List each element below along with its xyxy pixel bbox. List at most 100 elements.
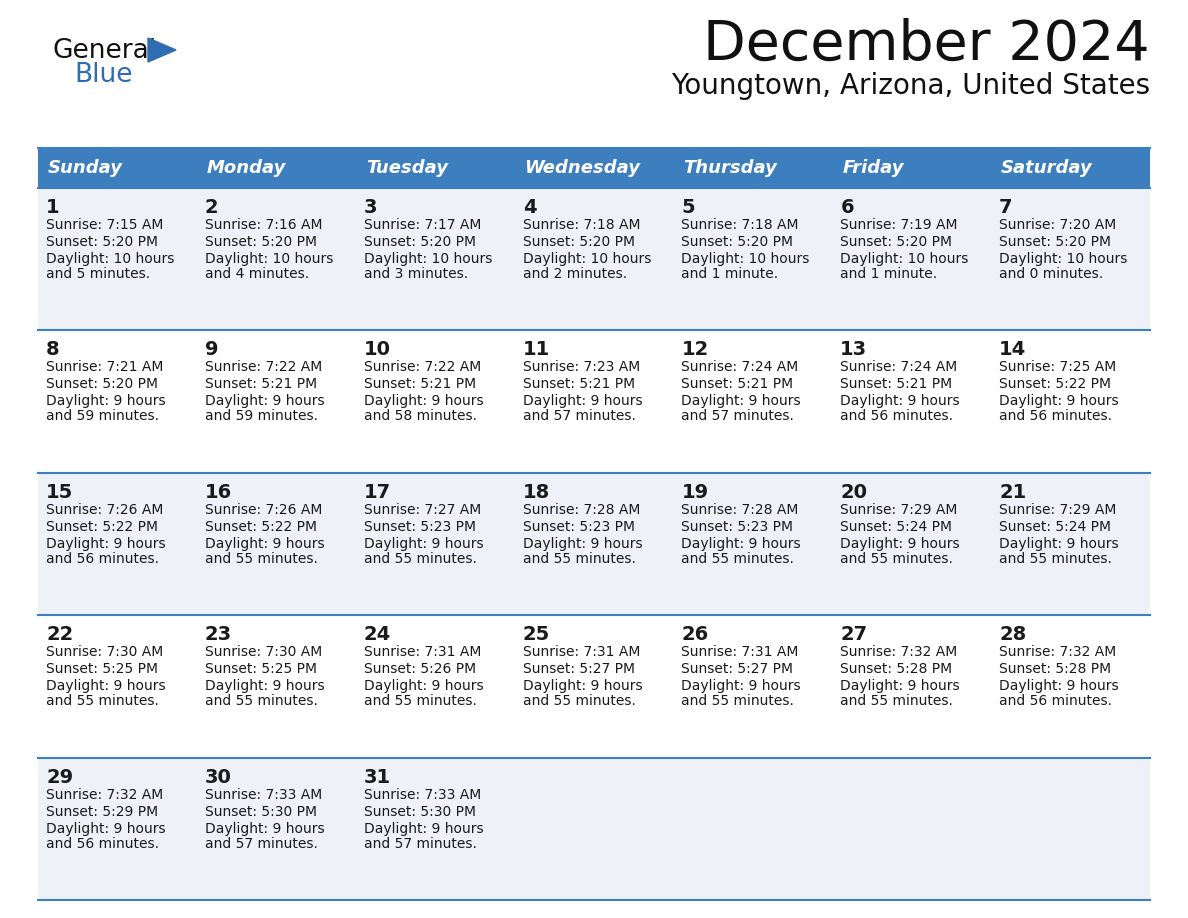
Text: Sunrise: 7:32 AM: Sunrise: 7:32 AM — [46, 788, 163, 801]
Bar — [38, 473, 1150, 615]
Text: and 56 minutes.: and 56 minutes. — [840, 409, 953, 423]
Text: Sunrise: 7:26 AM: Sunrise: 7:26 AM — [204, 503, 322, 517]
Text: Blue: Blue — [74, 62, 133, 88]
Text: and 4 minutes.: and 4 minutes. — [204, 267, 309, 281]
Text: Daylight: 9 hours: Daylight: 9 hours — [204, 537, 324, 551]
Text: Sunrise: 7:21 AM: Sunrise: 7:21 AM — [46, 361, 164, 375]
Text: Sunset: 5:23 PM: Sunset: 5:23 PM — [682, 520, 794, 533]
Text: and 58 minutes.: and 58 minutes. — [364, 409, 476, 423]
Text: Sunrise: 7:28 AM: Sunrise: 7:28 AM — [682, 503, 798, 517]
Text: Daylight: 9 hours: Daylight: 9 hours — [204, 822, 324, 835]
Text: and 0 minutes.: and 0 minutes. — [999, 267, 1104, 281]
Text: Sunset: 5:23 PM: Sunset: 5:23 PM — [523, 520, 634, 533]
Text: Monday: Monday — [207, 159, 286, 177]
Polygon shape — [148, 38, 176, 62]
Text: Sunrise: 7:29 AM: Sunrise: 7:29 AM — [999, 503, 1117, 517]
Text: Friday: Friday — [842, 159, 904, 177]
Text: Daylight: 9 hours: Daylight: 9 hours — [682, 679, 801, 693]
Text: and 57 minutes.: and 57 minutes. — [364, 836, 476, 851]
Bar — [38, 188, 1150, 330]
Text: and 56 minutes.: and 56 minutes. — [46, 552, 159, 565]
Text: 6: 6 — [840, 198, 854, 217]
Text: Sunset: 5:20 PM: Sunset: 5:20 PM — [523, 235, 634, 249]
Text: Sunrise: 7:18 AM: Sunrise: 7:18 AM — [523, 218, 640, 232]
Text: Daylight: 9 hours: Daylight: 9 hours — [46, 537, 165, 551]
Text: Sunrise: 7:31 AM: Sunrise: 7:31 AM — [682, 645, 798, 659]
Text: and 55 minutes.: and 55 minutes. — [840, 552, 953, 565]
Text: and 59 minutes.: and 59 minutes. — [46, 409, 159, 423]
Text: Sunset: 5:27 PM: Sunset: 5:27 PM — [523, 662, 634, 677]
Text: Daylight: 9 hours: Daylight: 9 hours — [999, 537, 1119, 551]
Text: Daylight: 10 hours: Daylight: 10 hours — [46, 252, 175, 266]
Text: Sunrise: 7:23 AM: Sunrise: 7:23 AM — [523, 361, 640, 375]
Text: 31: 31 — [364, 767, 391, 787]
Text: and 55 minutes.: and 55 minutes. — [204, 694, 317, 708]
Text: 23: 23 — [204, 625, 232, 644]
Text: Daylight: 10 hours: Daylight: 10 hours — [523, 252, 651, 266]
Text: Sunrise: 7:25 AM: Sunrise: 7:25 AM — [999, 361, 1117, 375]
Text: Daylight: 9 hours: Daylight: 9 hours — [999, 679, 1119, 693]
Text: 14: 14 — [999, 341, 1026, 360]
Text: Daylight: 9 hours: Daylight: 9 hours — [523, 537, 643, 551]
Text: and 57 minutes.: and 57 minutes. — [682, 409, 795, 423]
Text: Sunset: 5:25 PM: Sunset: 5:25 PM — [46, 662, 158, 677]
Text: and 55 minutes.: and 55 minutes. — [523, 694, 636, 708]
Text: Sunset: 5:28 PM: Sunset: 5:28 PM — [840, 662, 953, 677]
Text: Daylight: 9 hours: Daylight: 9 hours — [46, 395, 165, 409]
Bar — [38, 330, 1150, 473]
Text: 20: 20 — [840, 483, 867, 502]
Text: 17: 17 — [364, 483, 391, 502]
Text: Sunrise: 7:31 AM: Sunrise: 7:31 AM — [523, 645, 640, 659]
Text: Sunrise: 7:31 AM: Sunrise: 7:31 AM — [364, 645, 481, 659]
Text: Sunset: 5:24 PM: Sunset: 5:24 PM — [999, 520, 1111, 533]
Text: Youngtown, Arizona, United States: Youngtown, Arizona, United States — [671, 72, 1150, 100]
Text: and 59 minutes.: and 59 minutes. — [204, 409, 318, 423]
Text: Daylight: 10 hours: Daylight: 10 hours — [840, 252, 968, 266]
Text: Sunset: 5:22 PM: Sunset: 5:22 PM — [46, 520, 158, 533]
Text: 8: 8 — [46, 341, 59, 360]
Text: Daylight: 9 hours: Daylight: 9 hours — [364, 822, 484, 835]
Text: Sunset: 5:26 PM: Sunset: 5:26 PM — [364, 662, 476, 677]
Text: 9: 9 — [204, 341, 219, 360]
Text: and 55 minutes.: and 55 minutes. — [204, 552, 317, 565]
Text: Daylight: 9 hours: Daylight: 9 hours — [682, 537, 801, 551]
Text: and 1 minute.: and 1 minute. — [682, 267, 778, 281]
Text: Sunset: 5:27 PM: Sunset: 5:27 PM — [682, 662, 794, 677]
Text: Sunrise: 7:32 AM: Sunrise: 7:32 AM — [840, 645, 958, 659]
Text: Sunrise: 7:24 AM: Sunrise: 7:24 AM — [682, 361, 798, 375]
Text: Sunrise: 7:30 AM: Sunrise: 7:30 AM — [204, 645, 322, 659]
Text: Sunrise: 7:33 AM: Sunrise: 7:33 AM — [364, 788, 481, 801]
Text: 25: 25 — [523, 625, 550, 644]
Text: Sunrise: 7:17 AM: Sunrise: 7:17 AM — [364, 218, 481, 232]
Text: Sunrise: 7:28 AM: Sunrise: 7:28 AM — [523, 503, 640, 517]
Text: Sunset: 5:21 PM: Sunset: 5:21 PM — [523, 377, 634, 391]
Text: Sunset: 5:28 PM: Sunset: 5:28 PM — [999, 662, 1111, 677]
Text: Daylight: 9 hours: Daylight: 9 hours — [999, 395, 1119, 409]
Text: Sunrise: 7:15 AM: Sunrise: 7:15 AM — [46, 218, 164, 232]
Text: Sunday: Sunday — [48, 159, 124, 177]
Text: 12: 12 — [682, 341, 709, 360]
Text: 10: 10 — [364, 341, 391, 360]
Text: 18: 18 — [523, 483, 550, 502]
Text: Sunrise: 7:29 AM: Sunrise: 7:29 AM — [840, 503, 958, 517]
Text: Daylight: 10 hours: Daylight: 10 hours — [364, 252, 492, 266]
Bar — [38, 148, 1150, 188]
Text: 15: 15 — [46, 483, 74, 502]
Text: and 56 minutes.: and 56 minutes. — [46, 836, 159, 851]
Text: and 5 minutes.: and 5 minutes. — [46, 267, 150, 281]
Text: Sunset: 5:29 PM: Sunset: 5:29 PM — [46, 804, 158, 819]
Text: Sunset: 5:22 PM: Sunset: 5:22 PM — [999, 377, 1111, 391]
Text: 7: 7 — [999, 198, 1012, 217]
Text: Wednesday: Wednesday — [525, 159, 640, 177]
Text: Tuesday: Tuesday — [366, 159, 448, 177]
Text: Sunrise: 7:32 AM: Sunrise: 7:32 AM — [999, 645, 1117, 659]
Text: Sunset: 5:25 PM: Sunset: 5:25 PM — [204, 662, 317, 677]
Text: 4: 4 — [523, 198, 536, 217]
Text: Sunrise: 7:22 AM: Sunrise: 7:22 AM — [204, 361, 322, 375]
Bar — [38, 757, 1150, 900]
Text: 28: 28 — [999, 625, 1026, 644]
Text: Daylight: 9 hours: Daylight: 9 hours — [840, 679, 960, 693]
Text: 2: 2 — [204, 198, 219, 217]
Text: and 57 minutes.: and 57 minutes. — [204, 836, 317, 851]
Text: Sunrise: 7:20 AM: Sunrise: 7:20 AM — [999, 218, 1117, 232]
